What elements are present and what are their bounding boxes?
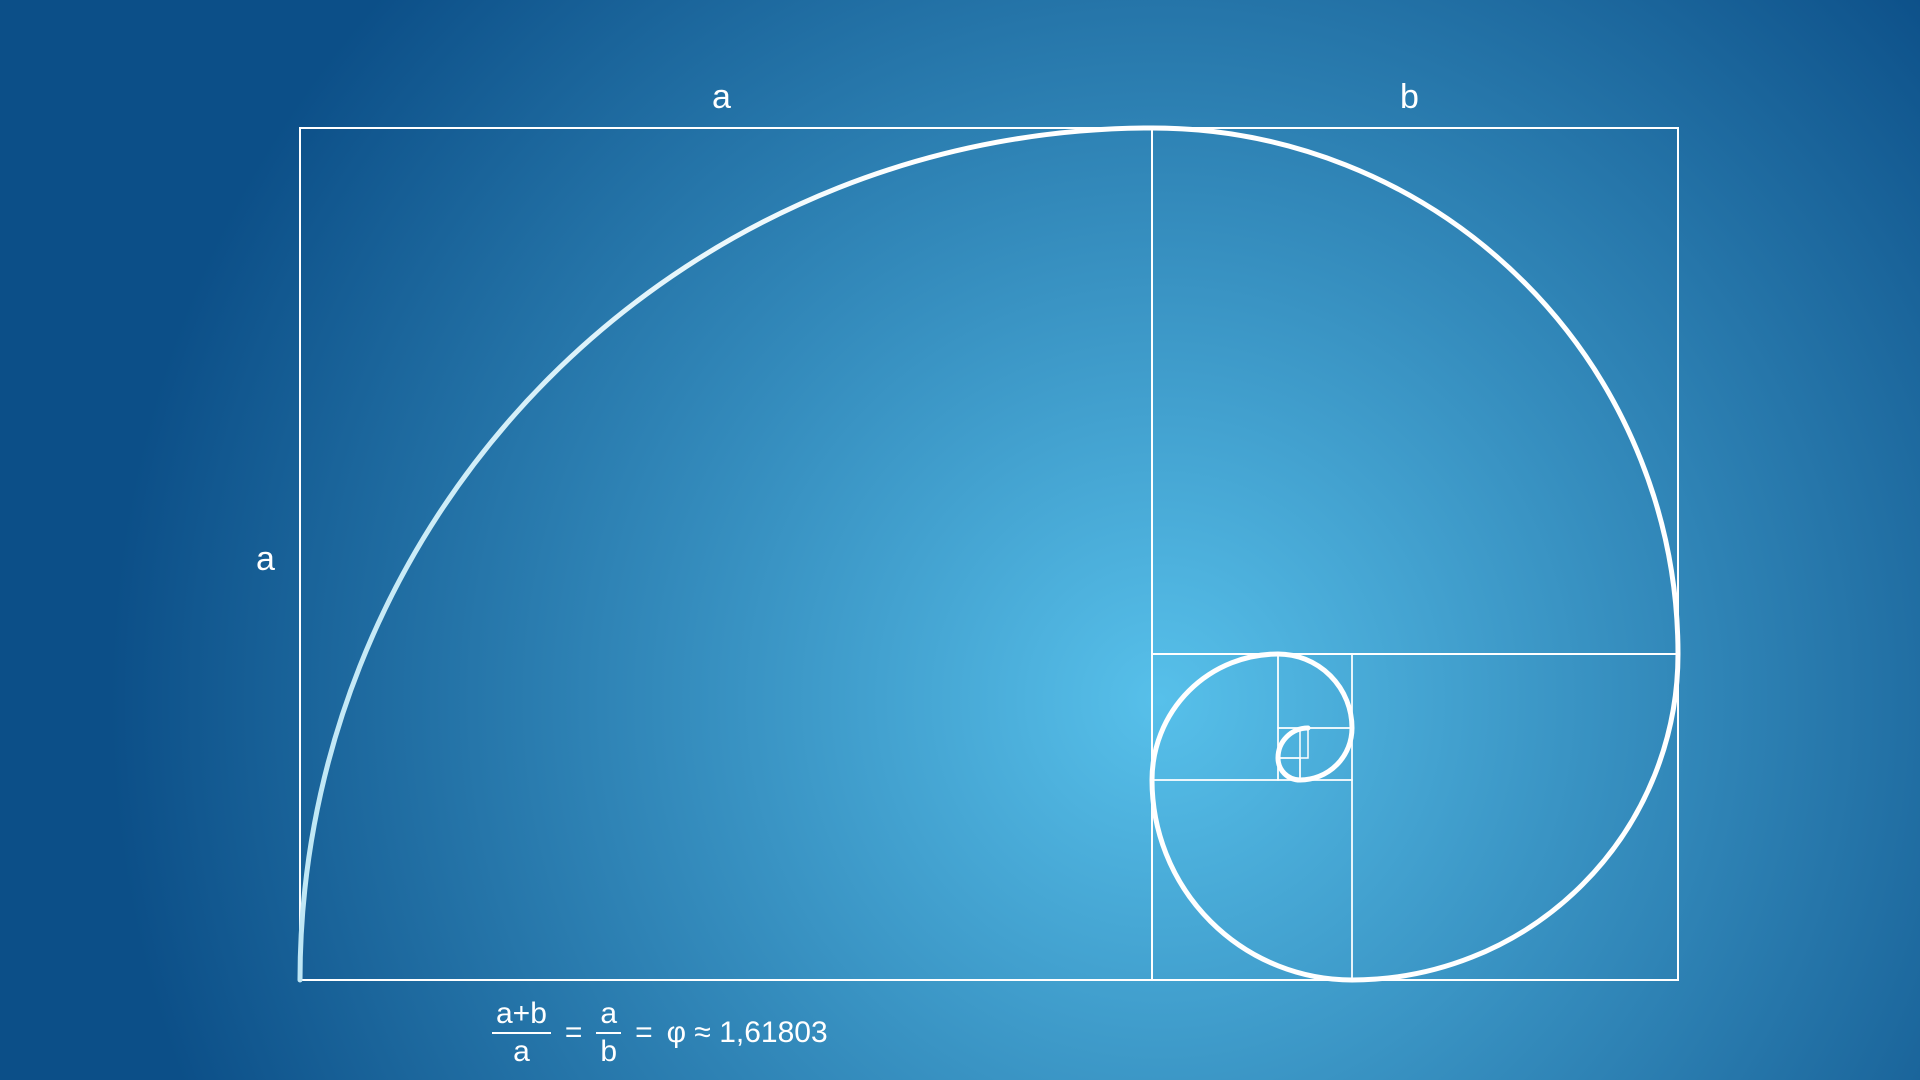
fraction-ab-over-a: a+b a [492,998,551,1067]
equals-sign: = [565,1016,583,1050]
numerator: a+b [492,998,551,1032]
phi-value: φ ≈ 1,61803 [667,1016,828,1050]
subdivision-grid [300,128,1678,980]
equals-sign: = [635,1016,653,1050]
numerator: a [596,998,621,1032]
golden-ratio-formula: a+b a = a b = φ ≈ 1,61803 [492,998,828,1067]
label-b-top: b [1400,78,1419,117]
golden-ratio-diagram: a b a a+b a = a b = φ ≈ 1,61803 [0,0,1920,1080]
fraction-a-over-b: a b [596,998,621,1067]
label-a-left: a [256,540,275,579]
label-a-top: a [712,78,731,117]
denominator: a [509,1034,534,1068]
denominator: b [596,1034,621,1068]
fibonacci-spiral [300,128,1678,980]
golden-rectangle [0,0,1920,1080]
